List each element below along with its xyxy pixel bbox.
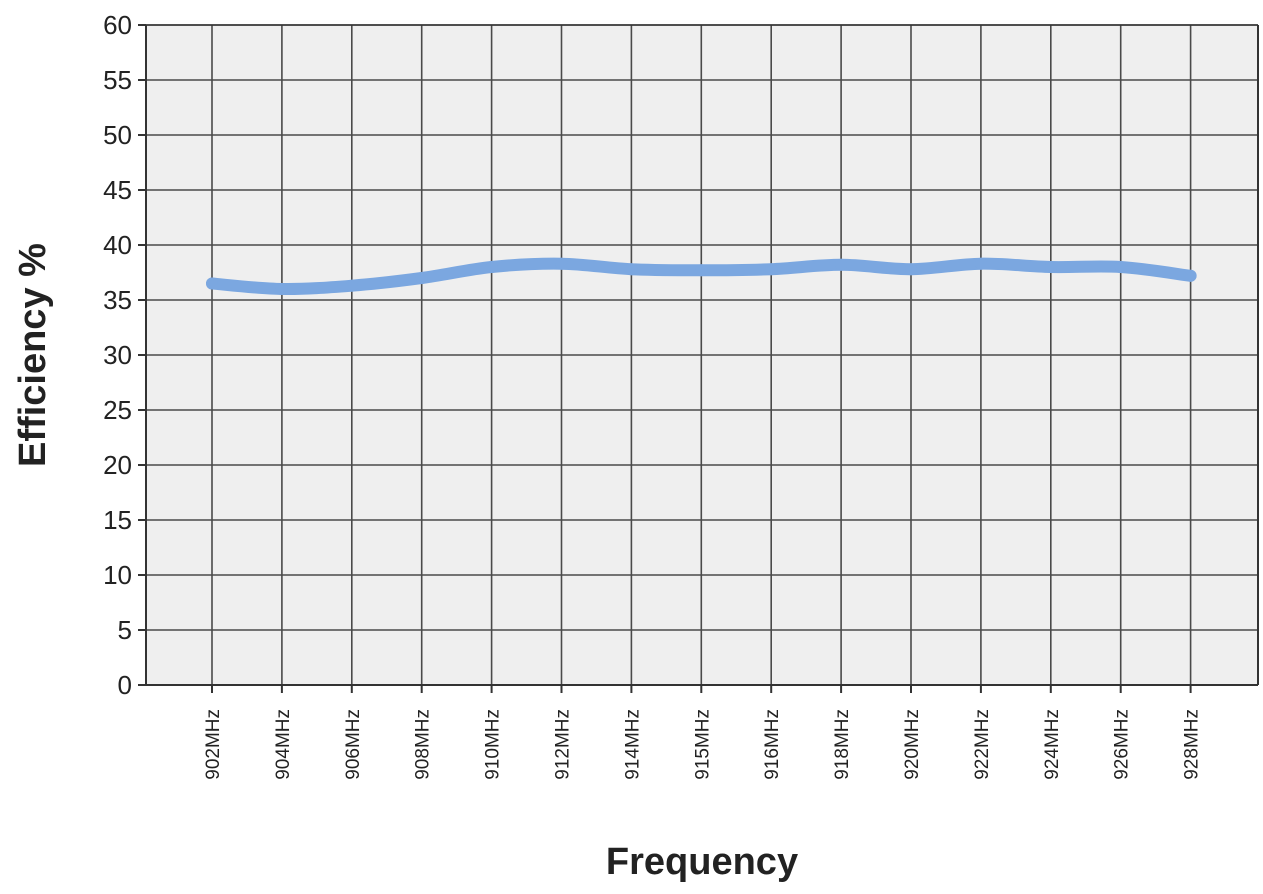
y-tick-label: 15 <box>103 505 132 535</box>
x-tick-label: 924MHz <box>1042 709 1063 780</box>
data-point <box>555 257 568 270</box>
y-tick-labels: 0 5 10 15 20 25 30 35 40 45 50 55 60 <box>103 10 132 700</box>
data-point <box>345 279 358 292</box>
data-point <box>695 264 708 277</box>
data-point <box>905 263 917 276</box>
x-tick-label: 918MHz <box>832 709 853 780</box>
gridlines <box>146 24 1258 686</box>
y-tick-label: 35 <box>103 285 132 315</box>
x-tick-label: 926MHz <box>1112 709 1133 780</box>
data-point <box>625 263 638 276</box>
data-point <box>485 261 498 273</box>
x-axis-title: Frequency <box>606 841 798 883</box>
data-point <box>206 277 218 290</box>
x-tick-label: 915MHz <box>692 709 713 780</box>
data-point <box>275 283 288 295</box>
x-tick-label: 922MHz <box>972 709 993 780</box>
series-layer <box>206 257 1197 296</box>
x-tick-label: 902MHz <box>203 709 224 780</box>
y-tick-label: 25 <box>103 395 132 425</box>
y-tick-label: 40 <box>103 230 132 260</box>
x-tick-label: 906MHz <box>343 709 364 780</box>
x-tick-label: 914MHz <box>622 709 643 780</box>
x-tick-label: 920MHz <box>902 709 923 780</box>
y-tick-label: 55 <box>103 65 132 95</box>
x-tick-label: 916MHz <box>762 709 783 780</box>
axes <box>138 24 1259 693</box>
y-tick-label: 45 <box>103 175 132 205</box>
y-tick-label: 60 <box>103 10 132 40</box>
y-axis-title: Efficiency % <box>12 243 54 467</box>
data-point <box>1184 269 1197 282</box>
y-tick-label: 0 <box>118 670 132 700</box>
y-tick-label: 30 <box>103 340 132 370</box>
x-tick-label: 904MHz <box>273 709 294 780</box>
x-tick-label: 910MHz <box>483 709 504 780</box>
x-tick-label: 928MHz <box>1182 709 1203 780</box>
data-point <box>974 257 987 270</box>
x-tick-labels: 902MHz 904MHz 906MHz 908MHz 910MHz 912MHz 914M… <box>203 709 1203 780</box>
y-tick-label: 20 <box>103 450 132 480</box>
data-point <box>415 272 428 284</box>
y-tick-label: 50 <box>103 120 132 150</box>
data-point <box>765 263 778 276</box>
data-point <box>1044 261 1057 273</box>
x-tick-label: 912MHz <box>553 709 574 780</box>
data-point <box>835 258 848 271</box>
y-tick-label: 5 <box>118 615 132 645</box>
x-tick-label: 908MHz <box>413 709 434 780</box>
y-tick-label: 10 <box>103 560 132 590</box>
data-point <box>1114 261 1127 273</box>
